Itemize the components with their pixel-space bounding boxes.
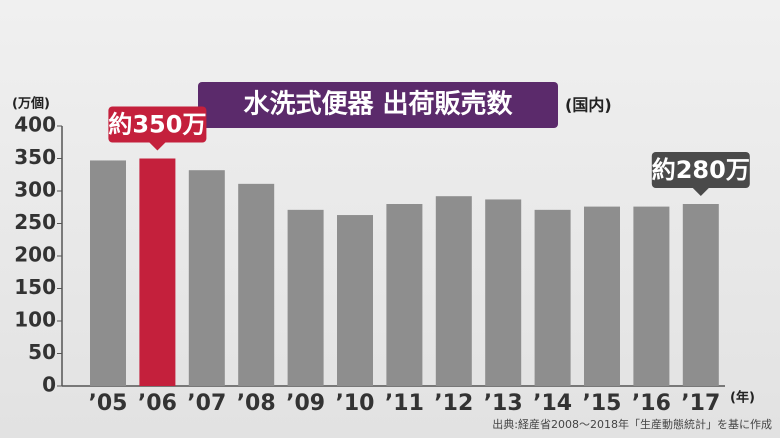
y-tick-label: 350 [14,145,56,169]
x-tick-label: ’13 [484,391,523,416]
annotation-pointer [149,142,166,151]
x-tick-label: ’16 [632,391,671,416]
y-tick-label: 300 [14,178,56,202]
x-tick-label: ’09 [286,391,325,416]
annotation: 約350万 [108,111,206,139]
x-tick-label: ’05 [89,391,128,416]
x-tick-label: ’17 [681,391,720,416]
bar [139,158,176,386]
annotation-box [651,152,750,188]
x-tick-label: ’12 [434,391,473,416]
bar [188,170,225,386]
y-tick-label: 400 [14,113,56,137]
x-tick-label: ’06 [138,391,177,416]
source: 出典:経産省2008～2018年「生産動態統計」を基に作成 [492,417,772,431]
x-tick-label: ’15 [583,391,622,416]
x-tick-label: ’07 [187,391,226,416]
bar [90,160,126,386]
y-tick-label: 200 [14,243,56,267]
annotation: 約280万 [652,156,750,184]
x-tick-label: ’14 [533,391,572,416]
bar [435,196,472,386]
x-tick-label: ’08 [237,391,276,416]
bar [386,204,423,386]
y-tick-label: 150 [14,275,56,299]
bar [238,183,275,386]
bar [682,204,719,386]
y-tick-label: 100 [14,308,56,332]
bar [584,206,620,386]
annotation-pointer [692,188,709,196]
title-box [198,82,558,128]
x-tick-label: ’11 [385,391,424,416]
bar [337,215,373,386]
y-tick-label: 250 [14,210,56,234]
chart-title: 水洗式便器 出荷販売数 [243,90,513,120]
x-tick-label: ’10 [336,391,375,416]
x-unit: (年) [730,390,755,406]
chart-subtitle: (国内) [565,96,612,115]
bar [534,209,571,386]
bar [633,206,670,386]
annotation-box [108,106,207,143]
bar [287,209,324,386]
y-tick-label: 50 [28,340,56,364]
y-tick-label: 0 [42,373,56,397]
bar [485,199,522,386]
y-unit: (万個) [12,96,50,112]
